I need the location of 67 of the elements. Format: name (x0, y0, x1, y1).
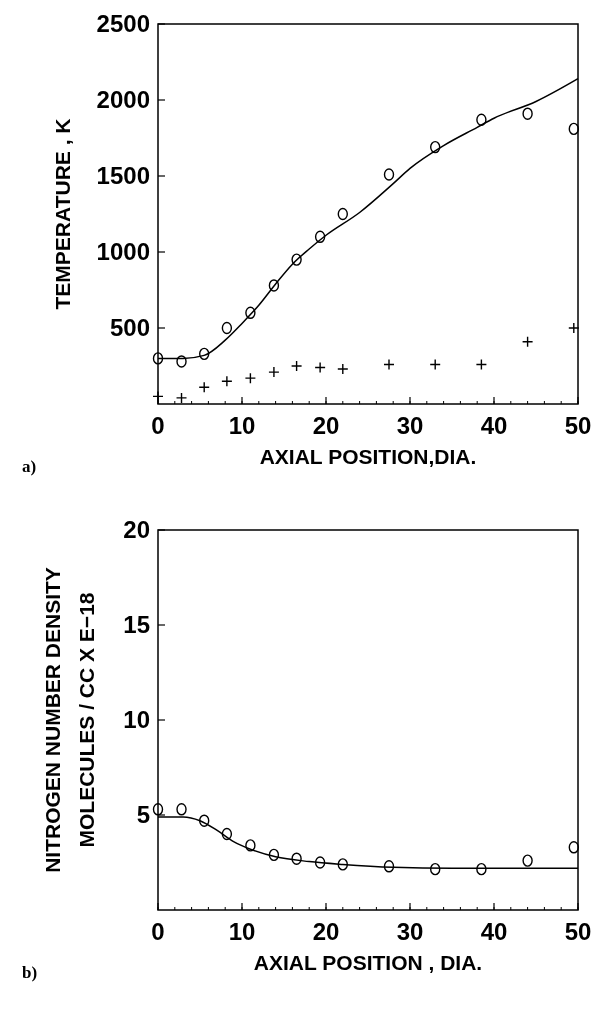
point (429, 358, 441, 371)
point (268, 279, 280, 292)
point (199, 814, 210, 827)
x-tick-label: 40 (480, 412, 508, 439)
text: a) (22, 457, 37, 476)
y-tick-label: 2000 (96, 86, 150, 113)
point (476, 113, 487, 126)
y-tick-label: 1000 (96, 238, 150, 265)
point (245, 839, 256, 852)
x-tick-label: 10 (228, 918, 256, 945)
point (244, 372, 257, 384)
point (268, 848, 280, 862)
x-tick-label: 50 (564, 412, 592, 439)
point (337, 858, 348, 871)
x-tick-label: 40 (480, 918, 508, 945)
y-tick-label: 1500 (96, 162, 150, 189)
point (337, 207, 348, 221)
point (383, 168, 395, 181)
x-axis-title: AXIAL POSITION,DIA. (259, 445, 477, 468)
point (176, 355, 187, 368)
point (314, 361, 326, 374)
point (268, 366, 280, 378)
x-tick-label: 30 (396, 412, 424, 439)
x-tick-label: 20 (312, 412, 340, 439)
x-tick-label: 0 (151, 412, 165, 439)
point (337, 363, 349, 375)
y-tick-label: 10 (123, 706, 150, 733)
point (383, 358, 395, 371)
y-tick-label: 15 (123, 611, 150, 638)
x-tick-label: 50 (564, 918, 592, 945)
point (198, 381, 210, 393)
point (176, 803, 187, 816)
y-axis-title: NITROGEN NUMBER DENSITY MOLECULES / CC X E−18 (41, 567, 98, 873)
text: b) (22, 963, 38, 982)
y-tick-label: 500 (109, 314, 150, 341)
point (521, 335, 534, 348)
point (568, 322, 580, 334)
x-tick-label: 30 (396, 918, 424, 945)
point (383, 860, 395, 873)
point (291, 852, 302, 865)
x-axis-title: AXIAL POSITION , DIA. (253, 951, 483, 974)
x-tick-label: 10 (228, 412, 256, 439)
point (175, 392, 188, 404)
point (290, 360, 303, 372)
point (568, 122, 579, 136)
point (221, 375, 233, 387)
point (568, 841, 579, 854)
point (475, 358, 488, 371)
point (245, 306, 256, 319)
point (199, 347, 210, 361)
point (291, 253, 302, 266)
point (221, 321, 233, 335)
point (476, 862, 487, 876)
point (430, 862, 441, 876)
y-tick-label: 20 (123, 516, 150, 543)
x-tick-label: 0 (151, 918, 165, 945)
point (314, 856, 326, 869)
y-tick-label: 5 (136, 801, 150, 828)
point (221, 827, 233, 841)
point (430, 140, 441, 154)
point (522, 854, 533, 867)
x-tick-label: 20 (312, 918, 340, 945)
point (152, 352, 164, 365)
y-tick-label: 2500 (96, 10, 150, 37)
point (314, 230, 326, 243)
point (522, 107, 533, 120)
y-axis-title: TEMPERATURE , K (51, 118, 74, 310)
